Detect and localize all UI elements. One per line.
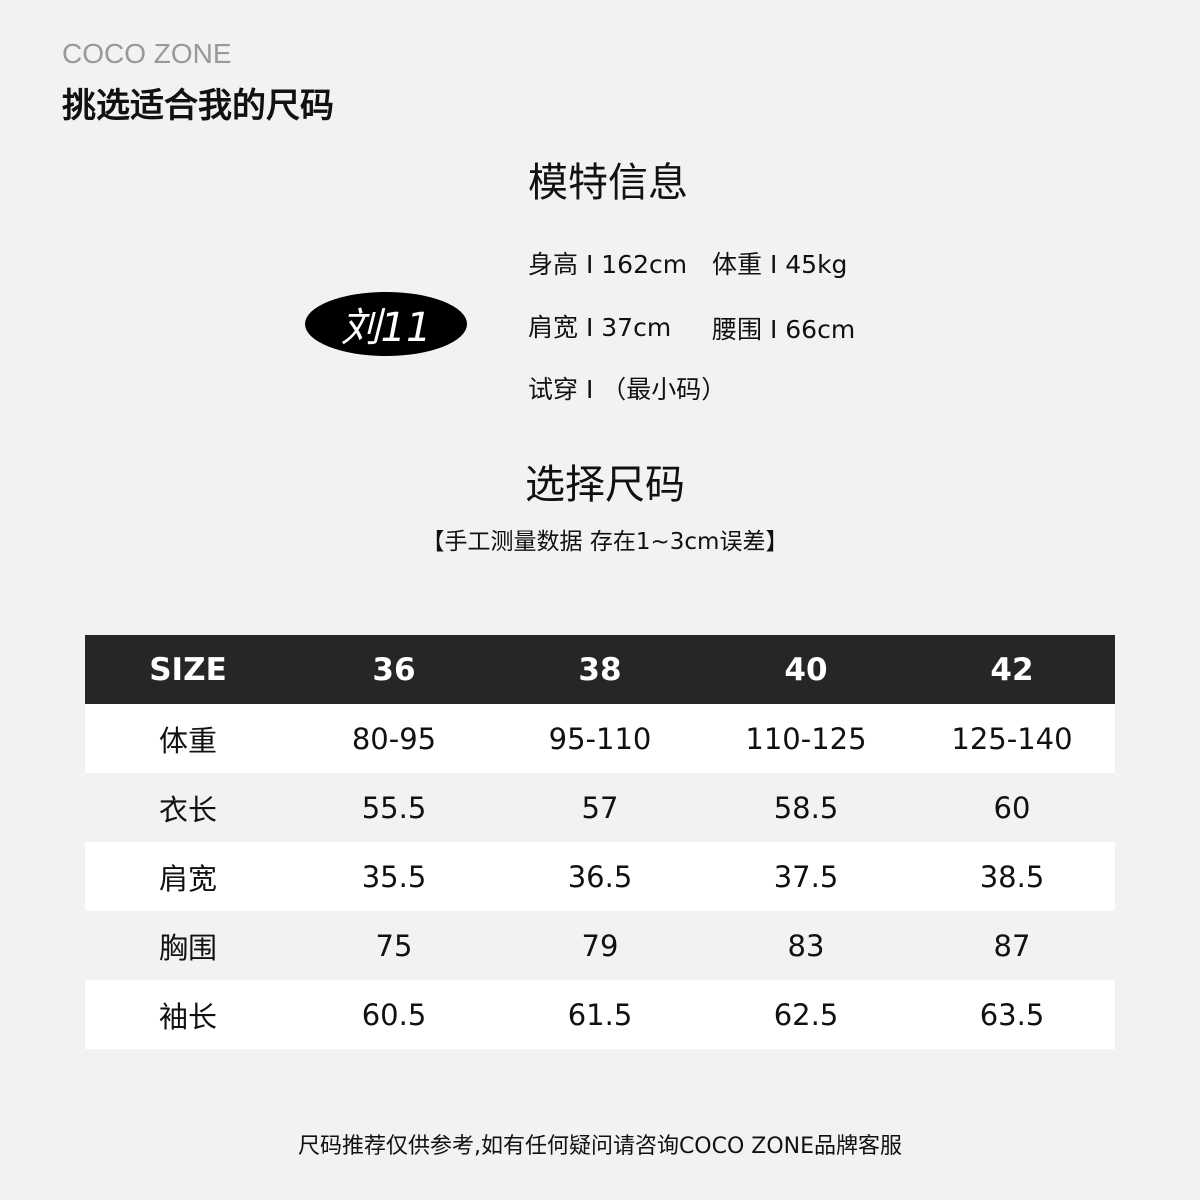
size-table: SIZE 36 38 40 42 体重 80-95 95-110 110-125 125… bbox=[85, 635, 1115, 1049]
row-label: 胸围 bbox=[85, 911, 291, 980]
table-cell: 60.5 bbox=[291, 980, 497, 1049]
table-cell: 37.5 bbox=[703, 842, 909, 911]
table-cell: 83 bbox=[703, 911, 909, 980]
header-42: 42 bbox=[909, 635, 1115, 704]
footer-note: 尺码推荐仅供参考,如有任何疑问请咨询COCO ZONE品牌客服 bbox=[297, 1134, 903, 1159]
table-row: 胸围 75 79 83 87 bbox=[85, 911, 1115, 980]
model-name: 刘11 bbox=[340, 305, 432, 351]
table-cell: 35.5 bbox=[291, 842, 497, 911]
header-40: 40 bbox=[703, 635, 909, 704]
table-row: 袖长 60.5 61.5 62.5 63.5 bbox=[85, 980, 1115, 1049]
table-cell: 57 bbox=[497, 773, 703, 842]
table-cell: 63.5 bbox=[909, 980, 1115, 1049]
page-title: 挑选适合我的尺码 bbox=[62, 86, 334, 126]
header-36: 36 bbox=[291, 635, 497, 704]
model-height: 身高 I 162cm bbox=[528, 250, 688, 279]
table-row: 衣长 55.5 57 58.5 60 bbox=[85, 773, 1115, 842]
model-shoulder: 肩宽 I 37cm bbox=[528, 313, 672, 342]
model-name-badge: 刘11 bbox=[305, 292, 467, 356]
table-cell: 79 bbox=[497, 911, 703, 980]
table-cell: 62.5 bbox=[703, 980, 909, 1049]
model-tryon: 试穿 I （最小码） bbox=[528, 375, 727, 404]
table-row: 肩宽 35.5 36.5 37.5 38.5 bbox=[85, 842, 1115, 911]
model-waist: 腰围 I 66cm bbox=[712, 315, 856, 344]
brand-name: COCO ZONE bbox=[62, 38, 232, 69]
table-cell: 87 bbox=[909, 911, 1115, 980]
row-label: 袖长 bbox=[85, 980, 291, 1049]
table-header-row: SIZE 36 38 40 42 bbox=[85, 635, 1115, 704]
table-cell: 38.5 bbox=[909, 842, 1115, 911]
measurement-note: 【手工测量数据 存在1~3cm误差】 bbox=[421, 529, 789, 555]
table-cell: 80-95 bbox=[291, 704, 497, 773]
row-label: 体重 bbox=[85, 704, 291, 773]
table-cell: 95-110 bbox=[497, 704, 703, 773]
table-cell: 60 bbox=[909, 773, 1115, 842]
table-cell: 58.5 bbox=[703, 773, 909, 842]
table-row: 体重 80-95 95-110 110-125 125-140 bbox=[85, 704, 1115, 773]
header-size: SIZE bbox=[85, 635, 291, 704]
table-cell: 110-125 bbox=[703, 704, 909, 773]
table-cell: 55.5 bbox=[291, 773, 497, 842]
model-weight: 体重 I 45kg bbox=[712, 250, 848, 279]
size-section-heading: 选择尺码 bbox=[525, 462, 685, 508]
table-cell: 36.5 bbox=[497, 842, 703, 911]
row-label: 衣长 bbox=[85, 773, 291, 842]
header-38: 38 bbox=[497, 635, 703, 704]
model-info-heading: 模特信息 bbox=[528, 160, 688, 206]
table-cell: 61.5 bbox=[497, 980, 703, 1049]
row-label: 肩宽 bbox=[85, 842, 291, 911]
table-cell: 75 bbox=[291, 911, 497, 980]
table-cell: 125-140 bbox=[909, 704, 1115, 773]
